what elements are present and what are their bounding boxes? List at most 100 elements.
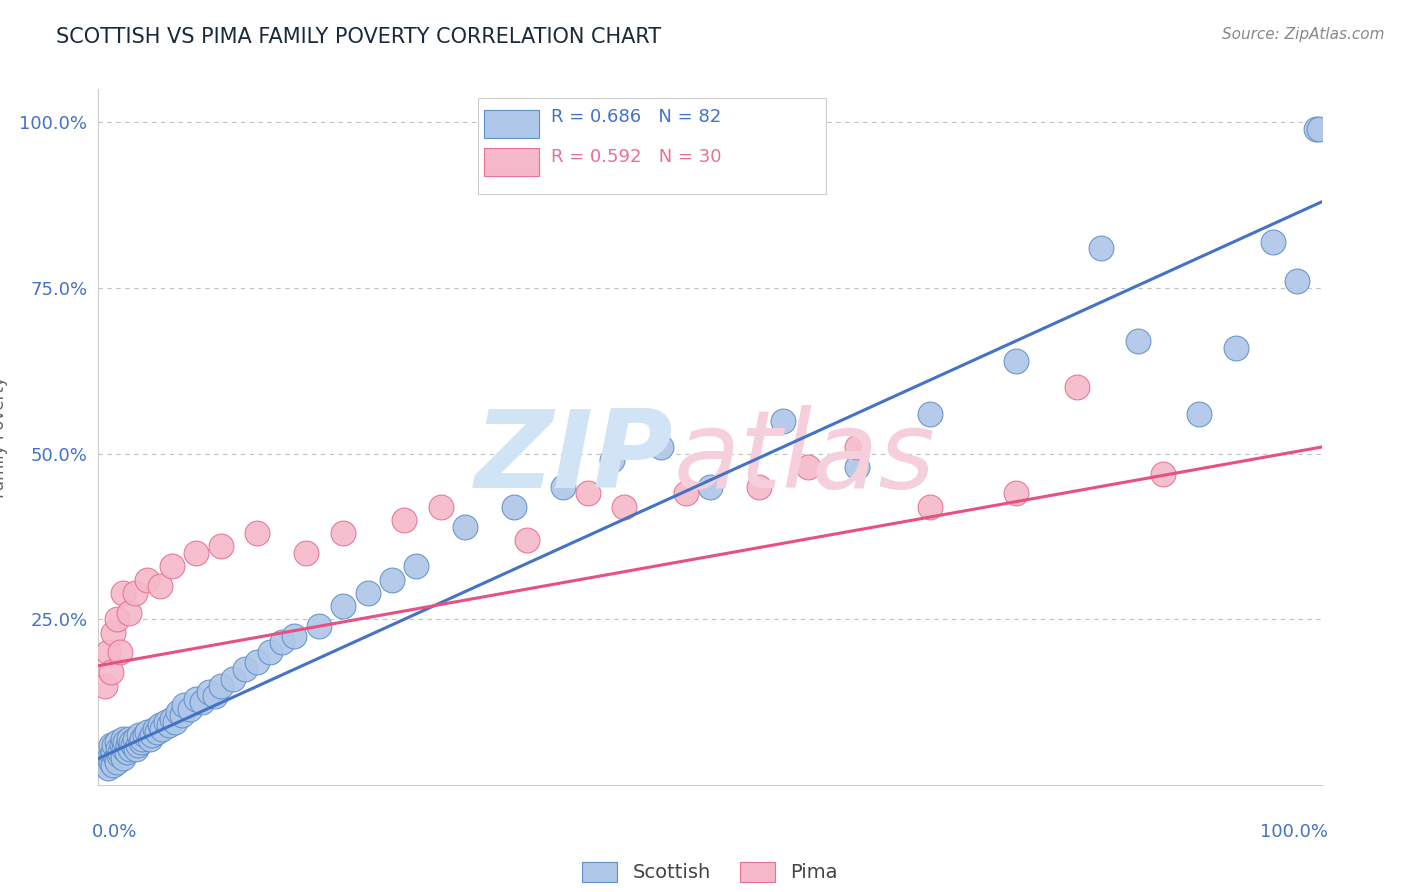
Point	[114, 735, 136, 749]
Point	[845, 459, 868, 474]
Point	[97, 761, 120, 775]
Point	[101, 758, 124, 772]
Point	[105, 612, 128, 626]
Point	[1004, 486, 1026, 500]
Point	[165, 714, 187, 729]
Point	[110, 745, 132, 759]
Point	[105, 735, 128, 749]
Point	[149, 718, 172, 732]
Text: 0.0%: 0.0%	[93, 823, 138, 841]
Point	[136, 573, 159, 587]
Point	[295, 546, 318, 560]
Point	[112, 741, 135, 756]
Point	[100, 738, 122, 752]
Point	[111, 751, 134, 765]
Point	[699, 480, 721, 494]
Point	[186, 546, 208, 560]
Point	[845, 440, 868, 454]
FancyBboxPatch shape	[484, 110, 538, 138]
Point	[146, 725, 169, 739]
Point	[111, 738, 134, 752]
Legend: Scottish, Pima: Scottish, Pima	[574, 854, 846, 890]
Point	[1188, 407, 1211, 421]
Text: R = 0.592   N = 30: R = 0.592 N = 30	[551, 148, 721, 166]
Point	[1128, 334, 1150, 348]
Point	[125, 741, 148, 756]
Point	[150, 722, 173, 736]
Point	[392, 513, 416, 527]
Point	[134, 728, 156, 742]
Point	[101, 745, 124, 759]
Text: SCOTTISH VS PIMA FAMILY POVERTY CORRELATION CHART: SCOTTISH VS PIMA FAMILY POVERTY CORRELAT…	[56, 27, 661, 46]
Point	[170, 708, 193, 723]
Point	[120, 741, 142, 756]
Point	[259, 645, 281, 659]
Point	[186, 691, 208, 706]
Point	[270, 635, 294, 649]
Point	[576, 486, 599, 500]
Point	[332, 599, 354, 613]
Point	[93, 679, 115, 693]
Point	[797, 459, 820, 474]
Point	[155, 714, 177, 729]
Point	[748, 480, 770, 494]
Point	[197, 685, 219, 699]
Point	[246, 656, 269, 670]
Point	[405, 559, 427, 574]
Point	[104, 751, 127, 765]
Point	[246, 526, 269, 541]
Point	[115, 745, 138, 759]
Point	[127, 738, 149, 752]
Point	[107, 741, 129, 756]
Point	[117, 738, 139, 752]
Point	[111, 586, 134, 600]
Point	[157, 718, 180, 732]
Point	[553, 480, 575, 494]
Point	[209, 679, 232, 693]
Point	[430, 500, 453, 514]
Point	[108, 748, 131, 763]
FancyBboxPatch shape	[478, 97, 827, 194]
Text: atlas: atlas	[673, 406, 935, 510]
Point	[179, 702, 201, 716]
Point	[381, 573, 404, 587]
Point	[105, 755, 128, 769]
Y-axis label: Family Poverty: Family Poverty	[0, 376, 8, 498]
Point	[120, 735, 142, 749]
Point	[454, 519, 477, 533]
Point	[136, 725, 159, 739]
Point	[103, 738, 125, 752]
Point	[111, 731, 134, 746]
Point	[1308, 122, 1330, 136]
Point	[141, 728, 163, 742]
Point	[600, 453, 623, 467]
Point	[101, 748, 124, 763]
Point	[1090, 241, 1112, 255]
Point	[920, 500, 942, 514]
Point	[1066, 380, 1088, 394]
Point	[128, 728, 150, 742]
Point	[131, 731, 153, 746]
Point	[149, 579, 172, 593]
Point	[101, 625, 124, 640]
Point	[98, 751, 121, 765]
Point	[675, 486, 697, 500]
Point	[308, 619, 330, 633]
Point	[100, 755, 122, 769]
Point	[503, 500, 526, 514]
Point	[772, 413, 794, 427]
Point	[100, 665, 122, 680]
Point	[222, 672, 245, 686]
Point	[121, 738, 143, 752]
Point	[160, 559, 183, 574]
Point	[1152, 467, 1174, 481]
Point	[1225, 341, 1247, 355]
Point	[118, 606, 141, 620]
Point	[1305, 122, 1327, 136]
Point	[204, 689, 226, 703]
Point	[613, 500, 636, 514]
Point	[143, 722, 166, 736]
Point	[332, 526, 354, 541]
Point	[283, 629, 305, 643]
Point	[191, 695, 214, 709]
